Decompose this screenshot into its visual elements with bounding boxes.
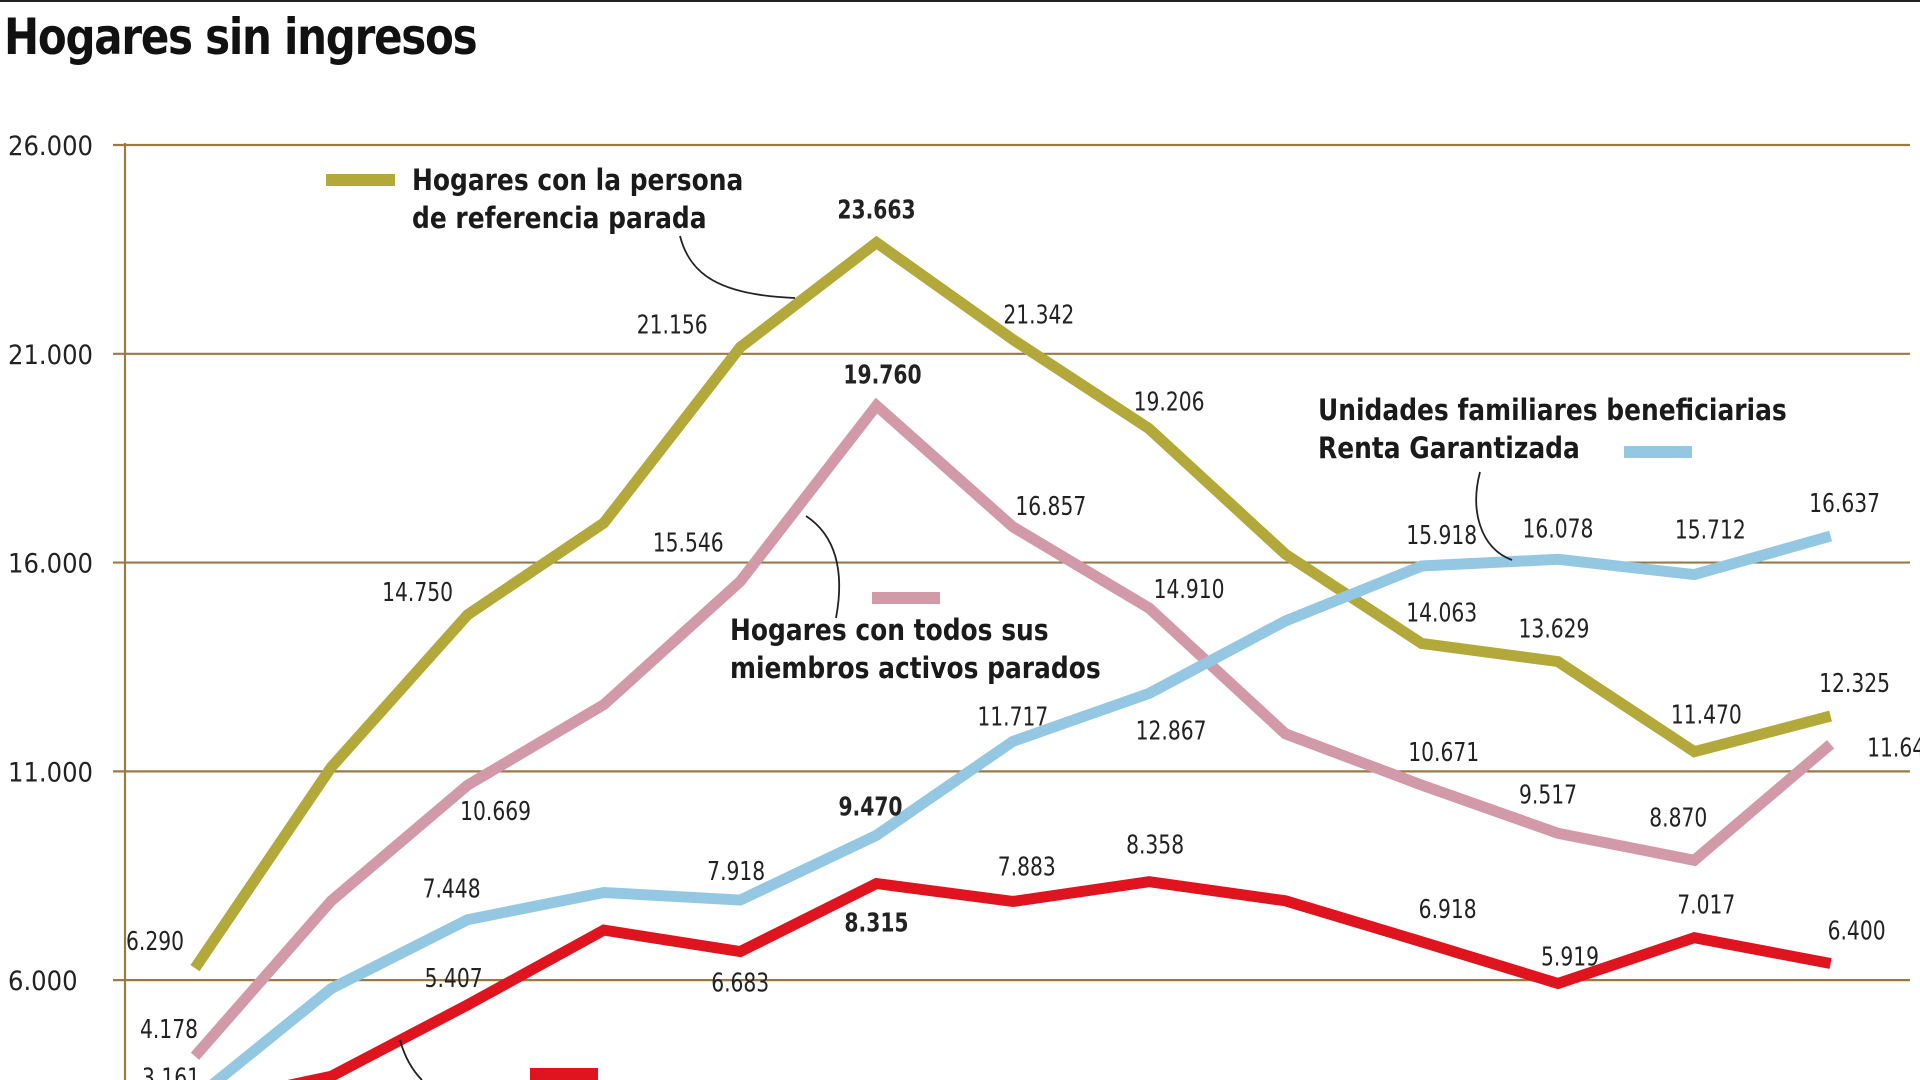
data-label-renta: 7.918 [707, 857, 765, 887]
leader-line [399, 1039, 423, 1080]
data-label-renta: 7.448 [423, 874, 481, 904]
legend-label-referencia: de referencia parada [412, 202, 707, 235]
data-label-todos: 10.671 [1408, 738, 1479, 768]
data-label-todos: 8.870 [1649, 803, 1707, 833]
data-label-referencia: 23.663 [837, 195, 915, 225]
y-tick-label: 26.000 [8, 131, 93, 162]
leader-line [679, 235, 796, 299]
data-label-referencia: 11.470 [1671, 700, 1742, 730]
data-label-referencia: 6.290 [126, 927, 184, 957]
data-label-rojo: 7.017 [1677, 890, 1735, 920]
legend-label-referencia: Hogares con la persona [412, 164, 743, 197]
legend-label-todos: miembros activos parados [730, 652, 1101, 685]
data-label-renta: 11.717 [977, 702, 1048, 732]
legend: Hogares con la persona de referencia para… [326, 164, 1787, 1080]
data-label-todos: 16.857 [1015, 491, 1086, 521]
chart-title: Hogares sin ingresos [4, 8, 478, 66]
data-label-renta: 12.867 [1136, 716, 1207, 746]
legend-label-renta: Unidades familiares beneficiarias [1318, 394, 1787, 427]
data-labels: 6.290 14.750 21.156 23.663 21.342 19.206 14.06… [126, 195, 1920, 1080]
data-label-renta: 9.470 [838, 792, 902, 822]
data-label-rojo: 7.883 [998, 852, 1056, 882]
data-label-todos: 9.517 [1519, 780, 1577, 810]
data-label-rojo: 6.918 [1419, 894, 1477, 924]
y-tick-label: 21.000 [8, 340, 93, 371]
y-tick-label: 16.000 [8, 549, 93, 580]
data-label-referencia: 21.342 [1003, 300, 1074, 330]
series-line-rojo [287, 876, 1832, 1080]
data-label-todos: 14.910 [1154, 575, 1225, 605]
legend-label-todos: Hogares con todos sus [730, 614, 1049, 647]
data-label-rojo: 8.358 [1126, 830, 1184, 860]
data-label-renta: 16.078 [1523, 514, 1594, 544]
data-label-renta: 16.637 [1809, 489, 1880, 519]
y-axis: 26.000 21.000 16.000 11.000 6.000 [8, 131, 127, 1080]
legend-label-renta: Renta Garantizada [1318, 432, 1580, 465]
data-label-referencia: 21.156 [637, 310, 708, 340]
data-label-todos: 11.649 [1867, 733, 1920, 763]
data-label-todos: 4.178 [140, 1015, 198, 1045]
data-label-referencia: 14.063 [1406, 598, 1477, 628]
leader-line [1475, 471, 1513, 561]
data-label-rojo: 5.407 [425, 964, 483, 994]
data-label-todos: 15.546 [653, 528, 724, 558]
y-tick-label: 11.000 [8, 757, 93, 788]
data-label-rojo: 5.919 [1541, 942, 1599, 972]
data-label-todos: 19.760 [843, 360, 921, 390]
data-label-rojo: 6.400 [1828, 916, 1886, 946]
data-label-renta: 15.712 [1675, 515, 1746, 545]
data-label-renta: 15.918 [1406, 521, 1477, 551]
top-rule [0, 0, 1920, 2]
data-label-referencia: 12.325 [1819, 669, 1890, 699]
data-label-referencia: 13.629 [1519, 614, 1590, 644]
data-label-rojo: 8.315 [844, 908, 908, 938]
y-tick-label: 6.000 [8, 966, 78, 997]
data-label-todos: 10.669 [460, 797, 531, 827]
leader-line [805, 515, 841, 619]
data-label-renta: 3.161 [142, 1063, 200, 1080]
data-label-referencia: 14.750 [382, 577, 453, 607]
series-lines [190, 235, 1835, 1080]
data-label-referencia: 19.206 [1134, 387, 1205, 417]
data-label-rojo: 6.683 [711, 968, 769, 998]
